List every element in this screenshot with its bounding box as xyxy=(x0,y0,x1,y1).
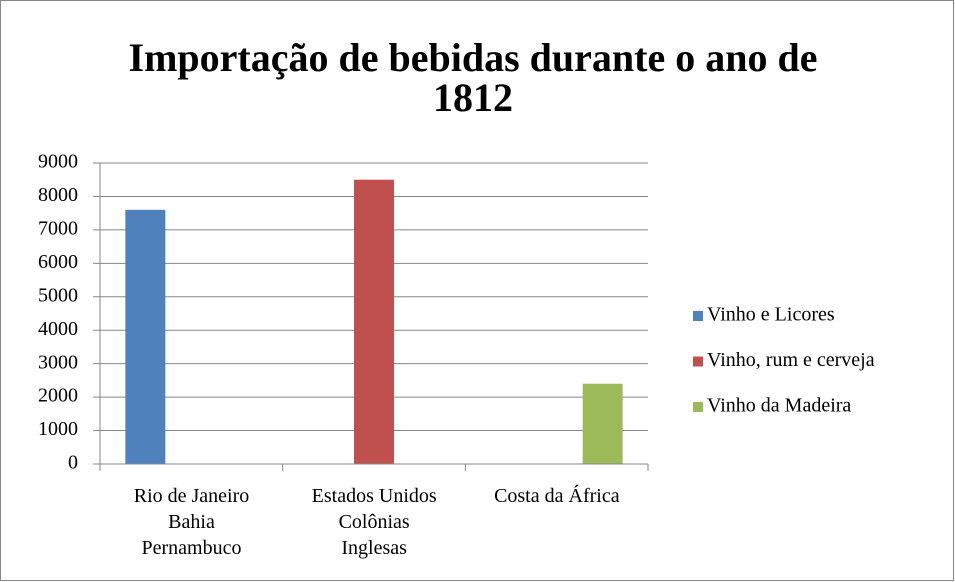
y-tick-label: 6000 xyxy=(38,251,78,273)
x-tick-label: Rio de Janeiro Bahia Pernambuco xyxy=(133,485,250,559)
legend-label: Vinho da Madeira xyxy=(707,395,851,417)
y-tick-label: 8000 xyxy=(38,184,78,206)
y-tick-label: 3000 xyxy=(38,351,78,373)
y-tick-label: 7000 xyxy=(38,217,78,239)
y-tick-label: 9000 xyxy=(38,151,78,173)
x-tick-label: Estados Unidos Colônias Inglesas xyxy=(311,485,437,559)
legend-label: Vinho, rum e cerveja xyxy=(707,349,875,371)
legend-swatch xyxy=(693,311,703,321)
y-tick-label: 1000 xyxy=(38,418,78,440)
legend-swatch xyxy=(693,356,703,367)
legend-swatch xyxy=(693,402,703,412)
legend-label: Vinho e Licores xyxy=(707,304,835,326)
y-tick-label: 4000 xyxy=(38,318,78,340)
bar xyxy=(354,179,394,464)
chart-title: Importação de bebidas durante o ano de 1… xyxy=(128,35,818,120)
bar xyxy=(125,209,166,464)
x-tick-label: Costa da África xyxy=(494,485,620,507)
y-tick-label: 0 xyxy=(68,452,78,474)
bar xyxy=(582,383,623,464)
y-tick-label: 5000 xyxy=(38,284,78,306)
y-tick-label: 2000 xyxy=(38,385,78,407)
